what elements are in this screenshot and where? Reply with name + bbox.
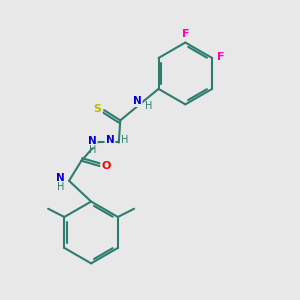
Text: N: N xyxy=(106,135,114,145)
Text: F: F xyxy=(182,29,189,39)
Text: H: H xyxy=(121,135,128,145)
Text: N: N xyxy=(133,96,141,106)
Text: H: H xyxy=(88,145,96,155)
Text: N: N xyxy=(88,136,97,146)
Text: O: O xyxy=(101,161,111,171)
Text: N: N xyxy=(56,173,65,183)
Text: F: F xyxy=(217,52,225,61)
Text: H: H xyxy=(57,182,64,192)
Text: H: H xyxy=(145,101,152,111)
Text: S: S xyxy=(94,103,102,114)
